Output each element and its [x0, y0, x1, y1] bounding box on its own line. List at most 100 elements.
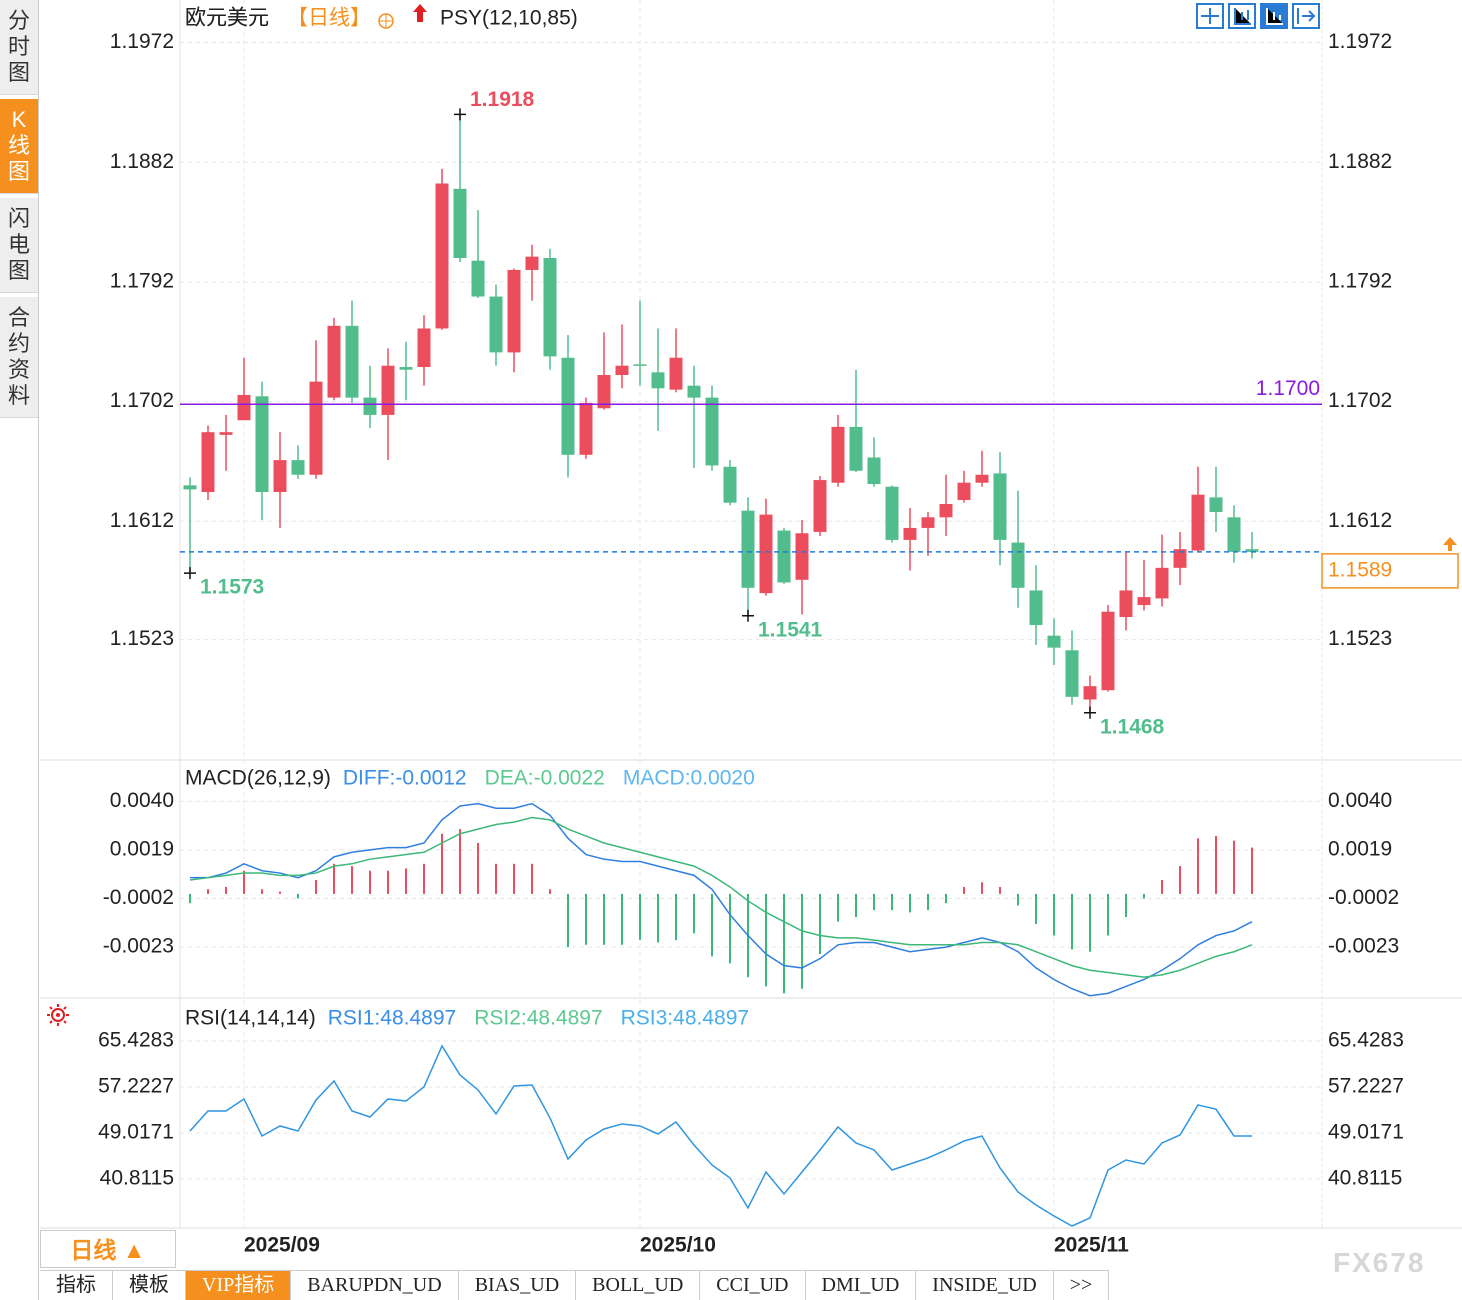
- candle-body: [795, 533, 809, 580]
- legend-item: RSI3:48.4897: [621, 1007, 749, 1030]
- indicator-tab[interactable]: 指标: [40, 1271, 113, 1300]
- y-tick-label-right: 1.1612: [1328, 509, 1392, 532]
- extreme-marker: [184, 567, 196, 580]
- y-tick-label: 1.1882: [110, 150, 174, 173]
- sidebar-tab-char: 图: [7, 60, 30, 85]
- candle-body: [345, 325, 359, 398]
- candle-body: [1191, 494, 1205, 551]
- indicator-tab[interactable]: BIAS_UD: [459, 1271, 577, 1300]
- period-button[interactable]: 日线 ▲: [40, 1230, 176, 1268]
- sidebar-tab[interactable]: 合约资料: [0, 297, 38, 418]
- sidebar-tab-char: 料: [7, 383, 30, 408]
- candle-body: [687, 385, 701, 398]
- candle-body: [183, 485, 197, 490]
- indicator-tab[interactable]: 模板: [113, 1271, 186, 1300]
- candle-body: [669, 357, 683, 390]
- candle-body: [813, 480, 827, 532]
- indicator-tab[interactable]: DMI_UD: [806, 1271, 917, 1300]
- candle-body: [309, 381, 323, 475]
- candle-body: [1155, 567, 1169, 599]
- pane-title: 欧元美元: [185, 7, 269, 30]
- extreme-marker: [1084, 706, 1096, 719]
- sidebar-tab[interactable]: 闪电图: [0, 198, 38, 293]
- indicator-tab[interactable]: BARUPDN_UD: [291, 1271, 459, 1300]
- candle-body: [957, 482, 971, 501]
- candle-body: [921, 517, 935, 528]
- indicator-tab[interactable]: BOLL_UD: [576, 1271, 701, 1300]
- candle-body: [867, 457, 881, 485]
- candle-body: [777, 530, 791, 583]
- candle-body: [1083, 686, 1097, 700]
- candle-body: [831, 426, 845, 483]
- y-tick-label: 1.1702: [110, 389, 174, 412]
- candle-body: [1245, 549, 1259, 552]
- indicator-tabs: 指标 模板 VIP指标 BARUPDN_UD BIAS_UD BOLL_UD CCI_UD D…: [40, 1270, 1110, 1300]
- indicator-tab[interactable]: VIP指标: [186, 1271, 292, 1300]
- sidebar-tab-char: 分: [7, 8, 30, 33]
- sidebar-tab-char: 约: [7, 331, 30, 356]
- y-tick-label: 1.1523: [110, 627, 174, 650]
- candle-body: [1029, 590, 1043, 626]
- extreme-label: 1.1541: [758, 618, 823, 641]
- sidebar-tab[interactable]: 分时图: [0, 0, 38, 95]
- candle-body: [579, 402, 593, 455]
- y-tick-label-right: 1.1523: [1328, 627, 1392, 650]
- candle-body: [381, 365, 395, 415]
- candle-body: [993, 473, 1007, 540]
- y-tick-label-right: 1.1882: [1328, 150, 1392, 173]
- series-line: [190, 802, 1253, 997]
- y-tick-label: -0.0023: [103, 935, 174, 958]
- x-tick-label: 2025/11: [1054, 1234, 1129, 1257]
- toolbar: [1196, 3, 1320, 29]
- settings-icon[interactable]: [47, 1004, 69, 1026]
- candle-body: [1011, 542, 1025, 588]
- sidebar-tab-char: 电: [7, 232, 30, 257]
- indicator-tab[interactable]: CCI_UD: [700, 1271, 806, 1300]
- candle-body: [507, 269, 521, 353]
- y-tick-label: 49.0171: [98, 1121, 174, 1144]
- chart-title: 欧元美元: [185, 7, 269, 30]
- add-icon[interactable]: [378, 13, 394, 29]
- legend-item: RSI2:48.4897: [474, 1007, 602, 1030]
- indicator-tab[interactable]: INSIDE_UD: [916, 1271, 1054, 1300]
- candle-body: [435, 183, 449, 329]
- y-tick-label-right: -0.0002: [1328, 886, 1399, 909]
- sidebar-tab-char: 闪: [7, 206, 30, 231]
- reference-line-label: 1.1700: [1256, 377, 1320, 400]
- sidebar-tab-char: 图: [7, 159, 30, 184]
- extreme-marker: [742, 609, 754, 622]
- candle-body: [255, 396, 269, 493]
- y-tick-label-right: 49.0171: [1328, 1121, 1404, 1144]
- candle-body: [633, 364, 647, 366]
- candle-body: [759, 514, 773, 594]
- y-tick-label-right: 0.0019: [1328, 837, 1392, 860]
- candle-body: [543, 257, 557, 357]
- candle-body: [273, 460, 287, 493]
- indicator-arrow-icon: [413, 4, 427, 22]
- candle-body: [1101, 611, 1115, 691]
- candle-body: [705, 397, 719, 466]
- candle-body: [237, 394, 251, 421]
- candle-body: [453, 188, 467, 258]
- candle-body: [219, 432, 233, 435]
- y-tick-label: 1.1792: [110, 269, 174, 292]
- y-tick-label-right: 65.4283: [1328, 1029, 1404, 1052]
- candle-body: [597, 375, 611, 409]
- candle-body: [903, 527, 917, 540]
- sidebar-tab-char: 图: [7, 258, 30, 283]
- legend-item: MACD:0.0020: [623, 767, 755, 790]
- extreme-marker: [454, 108, 466, 121]
- candle-body: [939, 504, 953, 518]
- y-tick-label: 40.8115: [100, 1167, 174, 1190]
- candle-body: [201, 432, 215, 493]
- legend-item: DIFF:-0.0012: [343, 767, 467, 790]
- y-tick-label: 1.1612: [110, 509, 174, 532]
- y-tick-label-right: 1.1792: [1328, 269, 1392, 292]
- candle-body: [525, 256, 539, 270]
- candle-body: [327, 325, 341, 398]
- candle-body: [723, 466, 737, 503]
- indicator-tab[interactable]: >>: [1054, 1271, 1110, 1300]
